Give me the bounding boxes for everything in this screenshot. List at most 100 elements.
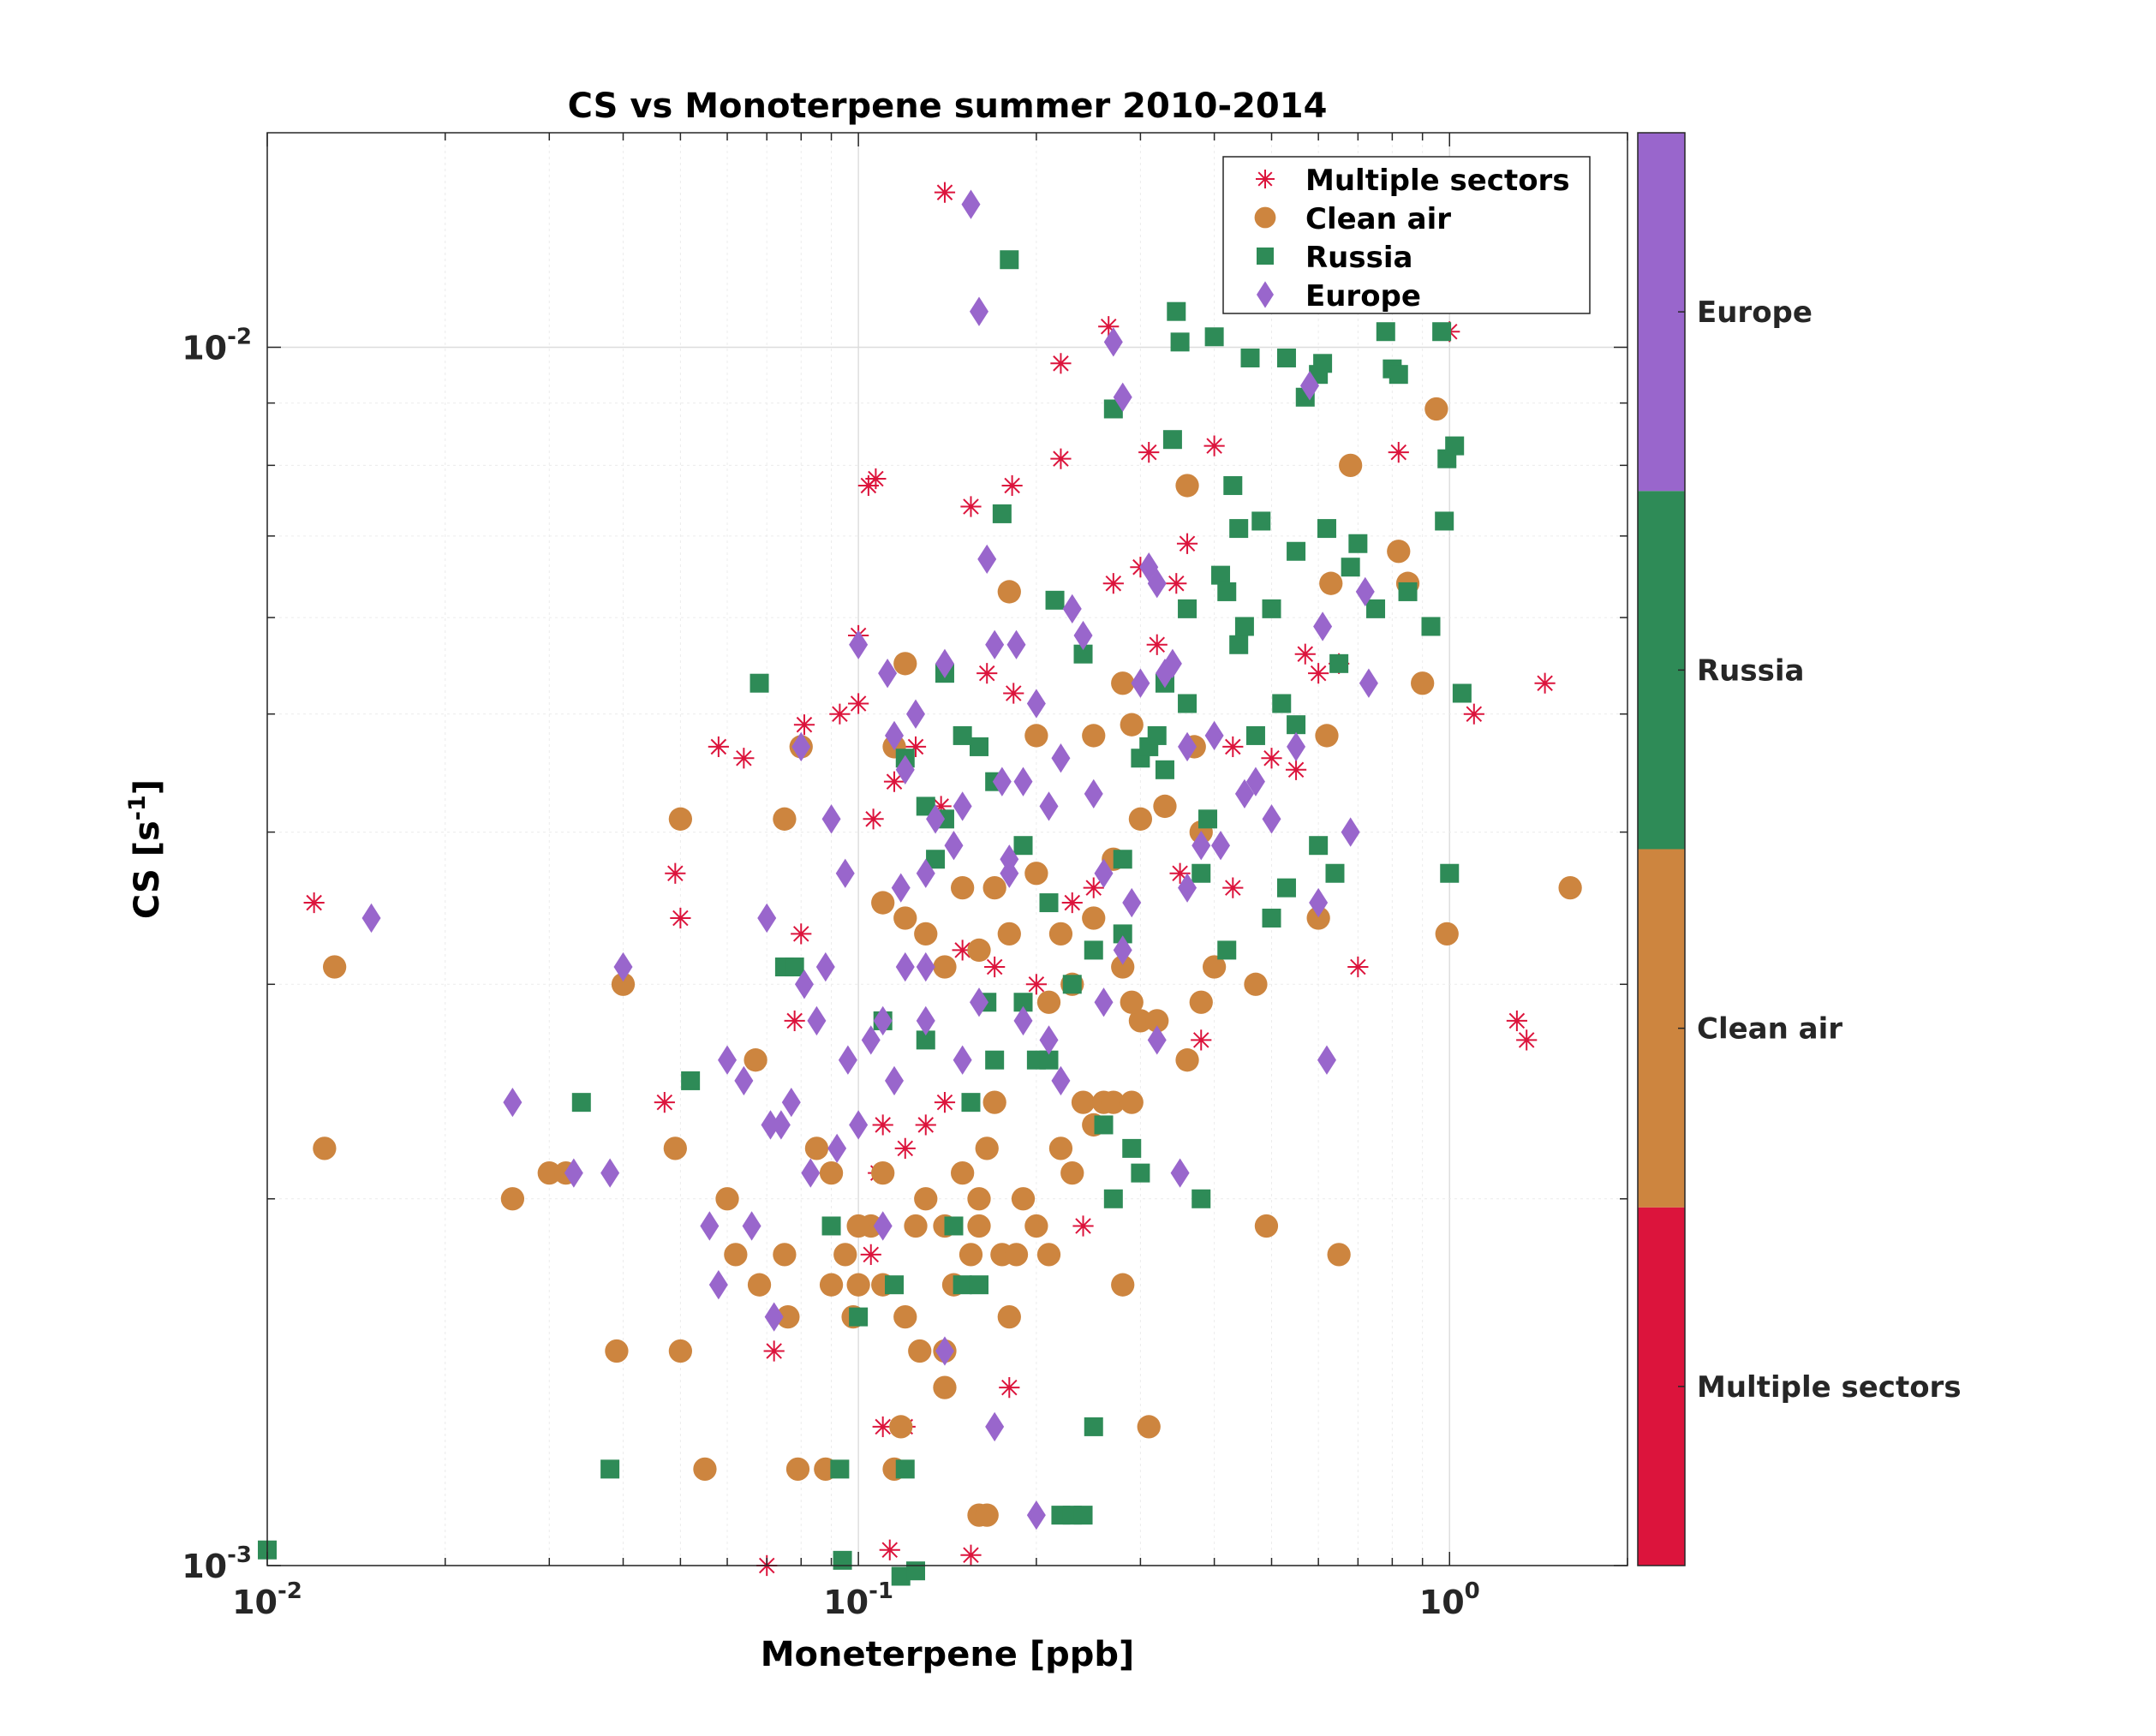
data-point-russia bbox=[785, 957, 804, 977]
data-point-europe bbox=[734, 1065, 754, 1096]
data-point-russia bbox=[1223, 475, 1243, 495]
data-point-multiple-sectors bbox=[1347, 956, 1369, 978]
data-point-europe bbox=[944, 831, 964, 861]
data-point-multiple-sectors bbox=[960, 496, 982, 517]
data-point-multiple-sectors bbox=[829, 703, 851, 725]
data-point-russia bbox=[1366, 599, 1386, 618]
data-point-russia bbox=[953, 1275, 972, 1295]
data-point-russia bbox=[885, 1275, 905, 1295]
data-point-clean-air bbox=[537, 1161, 561, 1185]
data-point-clean-air bbox=[914, 1187, 938, 1211]
data-point-russia bbox=[969, 1275, 988, 1295]
data-point-clean-air bbox=[747, 1273, 772, 1297]
data-point-clean-air bbox=[871, 1161, 895, 1185]
data-point-russia bbox=[1240, 348, 1260, 367]
data-point-europe bbox=[878, 659, 898, 689]
data-point-russia bbox=[1103, 1189, 1123, 1208]
data-point-europe bbox=[564, 1158, 583, 1188]
data-point-europe bbox=[1094, 858, 1114, 888]
data-point-clean-air bbox=[933, 955, 957, 979]
data-point-clean-air bbox=[1411, 671, 1435, 695]
data-point-clean-air bbox=[500, 1187, 525, 1211]
data-point-clean-air bbox=[975, 1136, 999, 1160]
data-point-clean-air bbox=[1120, 1090, 1144, 1114]
data-point-russia bbox=[926, 850, 946, 869]
data-point-europe bbox=[1359, 668, 1378, 698]
data-point-europe bbox=[1039, 791, 1059, 821]
data-point-clean-air bbox=[1102, 1090, 1126, 1114]
data-point-clean-air bbox=[668, 1339, 693, 1363]
data-point-multiple-sectors bbox=[1463, 703, 1484, 725]
x-tick-label: 10-2 bbox=[232, 1578, 302, 1621]
data-point-clean-air bbox=[1319, 571, 1343, 595]
data-point-russia bbox=[1000, 250, 1019, 270]
data-point-russia bbox=[1276, 348, 1296, 367]
data-point-russia bbox=[1191, 1189, 1211, 1208]
x-tick-label-exponent: -2 bbox=[278, 1578, 302, 1604]
data-point-clean-air bbox=[1024, 1214, 1048, 1238]
data-point-multiple-sectors bbox=[793, 714, 815, 736]
data-point-clean-air bbox=[967, 1214, 991, 1238]
data-point-russia bbox=[1245, 725, 1265, 745]
data-point-clean-air bbox=[1128, 807, 1153, 831]
data-point-russia bbox=[1191, 863, 1211, 883]
data-point-europe bbox=[961, 189, 981, 219]
data-point-europe bbox=[791, 731, 811, 762]
data-point-russia bbox=[849, 1307, 869, 1327]
data-point-russia bbox=[916, 1030, 935, 1050]
data-point-russia bbox=[1376, 322, 1395, 342]
data-point-europe bbox=[1113, 935, 1132, 965]
data-point-europe bbox=[1026, 1500, 1046, 1530]
data-point-clean-air bbox=[889, 1415, 913, 1439]
colorbar: Multiple sectors Clean air Russia Europe bbox=[1637, 132, 1962, 1566]
data-point-clean-air bbox=[1024, 862, 1048, 886]
data-point-multiple-sectors bbox=[905, 736, 927, 758]
data-point-europe bbox=[861, 1025, 881, 1055]
colorbar-segment-clean-air bbox=[1638, 849, 1685, 1208]
data-point-europe bbox=[764, 1302, 784, 1332]
data-point-clean-air bbox=[668, 807, 693, 831]
data-point-multiple-sectors bbox=[1506, 1010, 1527, 1032]
data-point-russia bbox=[1234, 617, 1254, 636]
data-point-multiple-sectors bbox=[872, 1114, 893, 1136]
data-point-multiple-sectors bbox=[1203, 435, 1225, 456]
data-point-europe bbox=[885, 1065, 905, 1096]
data-point-multiple-sectors bbox=[930, 796, 952, 817]
data-point-russia bbox=[1084, 1417, 1103, 1436]
data-point-russia bbox=[895, 1459, 915, 1479]
data-point-multiple-sectors bbox=[791, 923, 812, 945]
data-point-europe bbox=[1000, 844, 1019, 874]
data-point-multiple-sectors bbox=[665, 862, 686, 884]
data-point-clean-air bbox=[846, 1214, 870, 1238]
data-point-multiple-sectors bbox=[1388, 441, 1409, 463]
data-point-clean-air bbox=[1082, 724, 1106, 748]
data-point-russia bbox=[1421, 617, 1441, 636]
data-point-multiple-sectors bbox=[1083, 877, 1104, 898]
data-point-multiple-sectors bbox=[1166, 573, 1187, 594]
data-point-multiple-sectors bbox=[1176, 533, 1198, 554]
data-point-clean-air bbox=[1024, 724, 1048, 748]
data-point-russia bbox=[1432, 322, 1452, 342]
data-point-multiple-sectors bbox=[999, 1377, 1020, 1399]
data-point-europe bbox=[985, 629, 1005, 659]
data-point-multiple-sectors bbox=[784, 1010, 805, 1032]
data-point-europe bbox=[1084, 779, 1103, 809]
data-point-russia bbox=[1178, 694, 1197, 713]
colorbar-segment-europe bbox=[1638, 133, 1685, 492]
data-point-multiple-sectors bbox=[1308, 663, 1329, 684]
x-axis-label: Moneterpene [ppb] bbox=[761, 1635, 1135, 1674]
data-point-europe bbox=[895, 755, 915, 784]
data-point-europe bbox=[1309, 887, 1329, 918]
data-point-clean-air bbox=[1137, 1415, 1161, 1439]
chart-title: CS vs Monoterpene summer 2010-2014 bbox=[568, 87, 1328, 126]
data-point-europe bbox=[1317, 1045, 1336, 1075]
data-point-clean-air bbox=[1387, 540, 1411, 564]
data-point-europe bbox=[1234, 779, 1254, 809]
data-point-russia bbox=[906, 1561, 926, 1581]
data-point-clean-air bbox=[846, 1273, 870, 1297]
data-point-russia bbox=[1167, 301, 1186, 321]
plot-frame bbox=[266, 132, 1628, 1566]
x-tick-label: 100 bbox=[1419, 1578, 1480, 1621]
data-point-clean-air bbox=[1306, 906, 1330, 930]
